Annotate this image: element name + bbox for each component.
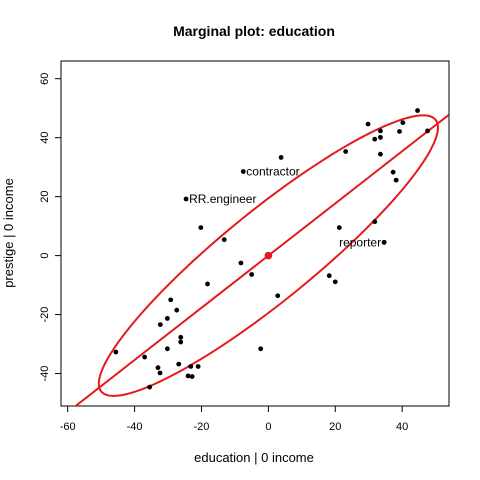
point-label: contractor [246,165,299,179]
data-point [258,346,264,352]
labeled-point [183,196,189,202]
data-point [425,128,430,134]
data-point [164,346,170,352]
y-axis: -40 -20 0 20 40 60 [39,73,61,382]
data-point [378,128,383,134]
y-tick-label: 20 [39,191,51,203]
x-tick-label: 20 [329,421,341,433]
x-tick-label: -40 [127,421,143,433]
y-axis-label: prestige | 0 income [1,178,16,288]
data-point [343,149,349,154]
data-point [390,169,396,175]
data-point [113,349,119,355]
x-tick-label: -60 [60,421,76,433]
data-point [397,129,402,134]
y-tick-label: 0 [39,253,51,259]
data-point [400,120,406,126]
data-point [157,322,163,328]
data-point [164,316,170,321]
center-point [264,251,273,260]
data-point [155,365,161,371]
data-point [178,334,184,340]
labeled-point [381,239,387,245]
data-point [415,108,420,113]
data-point [221,237,227,243]
data-point [326,273,332,279]
data-point [372,219,378,225]
data-point [332,279,338,285]
regression-line [74,113,449,406]
point-label: RR.engineer [189,192,256,206]
data-point [142,354,148,360]
data-point [249,272,255,277]
data-point [198,225,204,231]
data-point [178,339,184,345]
y-tick-label: 40 [39,132,51,144]
data-point [195,364,201,369]
data-point [168,297,174,303]
data-point [176,361,182,367]
data-point [147,384,153,390]
plot-frame [60,60,450,407]
data-point [336,225,342,231]
data-point [185,373,191,379]
y-tick-label: -40 [39,366,51,382]
x-tick-label: 0 [265,421,271,433]
data-point [372,136,378,142]
data-point [393,177,399,183]
point-label: reporter [339,235,381,249]
data-ellipse [97,114,439,397]
data-point [278,155,284,160]
data-point [205,281,210,287]
labeled-point [240,169,246,174]
x-tick-label: 40 [396,421,408,433]
data-point [238,260,244,266]
y-tick-label: 60 [39,73,51,85]
data-point [378,134,383,140]
data-point [157,370,163,376]
chart-title: Marginal plot: education [173,23,335,39]
data-point [365,121,371,127]
data-point [378,151,383,157]
x-axis: -60 -40 -20 0 20 40 [60,406,408,433]
y-tick-label: -20 [39,307,51,323]
point-labels: contractor RR.engineer reporter [189,165,381,250]
data-point [174,307,180,313]
x-tick-label: -20 [194,421,210,433]
x-axis-label: education | 0 income [194,450,314,465]
data-point [188,364,194,369]
data-point [275,293,281,299]
data-point [189,374,195,379]
plot-area [74,108,449,406]
